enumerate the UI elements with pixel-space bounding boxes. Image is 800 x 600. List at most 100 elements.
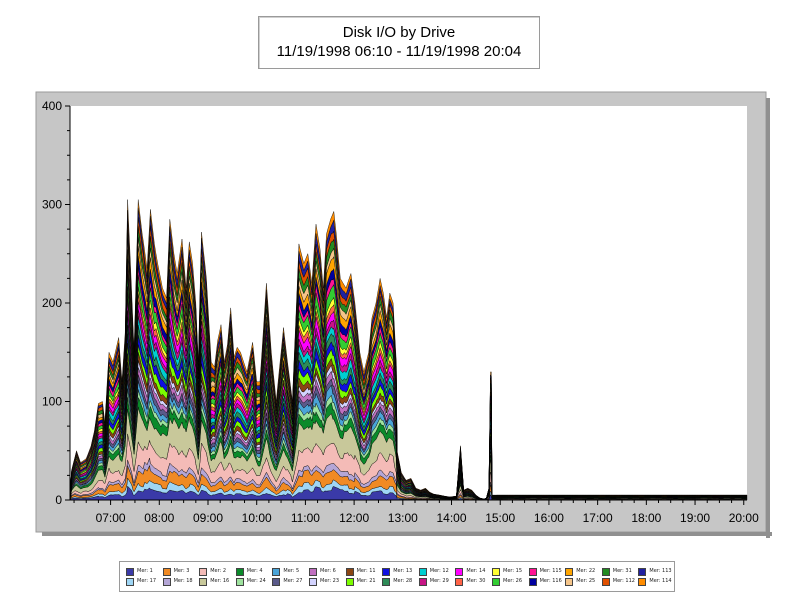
legend-swatch (382, 577, 391, 586)
legend-item: Mer: 112 (601, 577, 635, 586)
legend-swatch (162, 577, 171, 586)
legend-label: Mer: 22 (576, 568, 596, 574)
legend-item: Mer: 24 (235, 577, 266, 586)
legend-label: Mer: 27 (283, 578, 303, 584)
frame-shadow-bottom (42, 532, 772, 536)
legend-swatch (601, 577, 610, 586)
legend-label: Mer: 15 (503, 568, 522, 574)
legend-label: Mer: 114 (649, 578, 672, 584)
series-area-mer-114 (69, 199, 748, 500)
chart-legend: Mer: 1 Mer: 17 Mer: 3 Mer: 18 Mer: 2 Mer: 16 M… (119, 561, 675, 592)
x-tick-label: 19:00 (680, 511, 710, 525)
legend-label: Mer: 31 (612, 568, 632, 574)
x-tick-label: 16:00 (534, 511, 564, 525)
chart-subtitle: 11/19/1998 06:10 - 11/19/1998 20:04 (276, 43, 522, 60)
legend-label: Mer: 29 (429, 578, 449, 584)
legend-item: Mer: 113 (638, 567, 672, 576)
legend-swatch (455, 567, 464, 576)
x-tick-label: 09:00 (193, 511, 223, 525)
legend-item: Mer: 21 (345, 577, 376, 586)
area-chart: 0 100 200 300 400 07:00 08:00 09:00 10:00 11:00 12… (35, 91, 772, 538)
legend-label: Mer: 14 (466, 568, 486, 574)
x-tick-label: 11:00 (291, 511, 320, 525)
frame-shadow-right (766, 98, 770, 538)
legend-label: Mer: 112 (612, 578, 635, 584)
legend-item: Mer: 3 (162, 567, 190, 576)
legend-label: Mer: 4 (246, 568, 263, 574)
legend-label: Mer: 26 (503, 578, 522, 584)
legend-item: Mer: 16 (199, 577, 229, 586)
legend-item: Mer: 114 (638, 577, 672, 586)
x-tick-label: 12:00 (339, 511, 369, 525)
legend-item: Mer: 15 (492, 567, 522, 576)
legend-swatch (345, 577, 354, 586)
legend-label: Mer: 115 (539, 568, 562, 574)
chart-title: Disk I/O by Drive (342, 24, 456, 41)
legend-swatch (235, 577, 244, 586)
legend-label: Mer: 1 (137, 568, 153, 574)
legend-swatch (565, 567, 574, 576)
legend-label: Mer: 30 (466, 578, 486, 584)
legend-label: Mer: 23 (320, 578, 339, 584)
x-tick-label: 18:00 (631, 511, 661, 525)
legend-item: Mer: 6 (309, 567, 336, 576)
legend-item: Mer: 13 (382, 567, 412, 576)
legend-label: Mer: 13 (393, 568, 413, 574)
x-tick-label: 20:00 (729, 511, 759, 525)
legend-label: Mer: 25 (576, 578, 596, 584)
legend-label: Mer: 28 (393, 578, 413, 584)
legend-label: Mer: 113 (649, 568, 672, 574)
legend-swatch (418, 577, 427, 586)
x-tick-label: 13:00 (388, 511, 418, 525)
legend-item: Mer: 26 (492, 577, 522, 586)
legend-label: Mer: 6 (320, 568, 336, 574)
legend-swatch (455, 577, 464, 586)
legend-swatch (492, 577, 500, 586)
legend-label: Mer: 11 (356, 568, 376, 574)
x-tick-label: 08:00 (144, 511, 174, 525)
legend-label: Mer: 12 (429, 568, 449, 574)
legend-item: Mer: 30 (455, 577, 485, 586)
y-tick-label: 400 (42, 99, 62, 113)
x-tick-label: 10:00 (242, 511, 272, 525)
legend-label: Mer: 17 (137, 578, 156, 584)
legend-item: Mer: 25 (565, 577, 595, 586)
legend-item: Mer: 5 (272, 567, 299, 576)
legend-item: Mer: 22 (565, 567, 595, 576)
legend-swatch (199, 577, 208, 586)
legend-swatch (126, 577, 134, 586)
legend-swatch (162, 567, 171, 576)
legend-swatch (528, 577, 537, 586)
legend-item: Mer: 18 (162, 577, 193, 586)
legend-item: Mer: 23 (309, 577, 339, 586)
legend-swatch (345, 567, 354, 576)
legend-label: Mer: 3 (173, 568, 190, 574)
legend-swatch (601, 567, 610, 576)
legend-label: Mer: 24 (246, 578, 266, 584)
legend-swatch (638, 567, 647, 576)
legend-label: Mer: 18 (173, 578, 193, 584)
legend-item: Mer: 1 (126, 567, 153, 576)
legend-item: Mer: 27 (272, 577, 302, 586)
legend-item: Mer: 11 (345, 567, 376, 576)
legend-label: Mer: 16 (210, 578, 230, 584)
legend-swatch (309, 567, 317, 576)
legend-swatch (126, 567, 134, 576)
legend-item: Mer: 12 (418, 567, 449, 576)
y-tick-label: 300 (42, 198, 62, 212)
x-tick-label: 14:00 (437, 511, 467, 525)
chart-title-box: Disk I/O by Drive 11/19/1998 06:10 - 11/… (258, 16, 540, 69)
legend-item: Mer: 14 (455, 567, 485, 576)
legend-item: Mer: 29 (418, 577, 449, 586)
legend-label: Mer: 21 (356, 578, 376, 584)
legend-swatch (418, 567, 427, 576)
x-tick-label: 17:00 (583, 511, 613, 525)
x-tick-label: 07:00 (96, 511, 126, 525)
legend-swatch (309, 577, 317, 586)
legend-swatch (382, 567, 391, 576)
legend-label: Mer: 5 (283, 568, 300, 574)
legend-item: Mer: 115 (528, 567, 562, 576)
legend-item: Mer: 4 (235, 567, 263, 576)
legend-swatch (565, 577, 574, 586)
legend-swatch (272, 577, 281, 586)
